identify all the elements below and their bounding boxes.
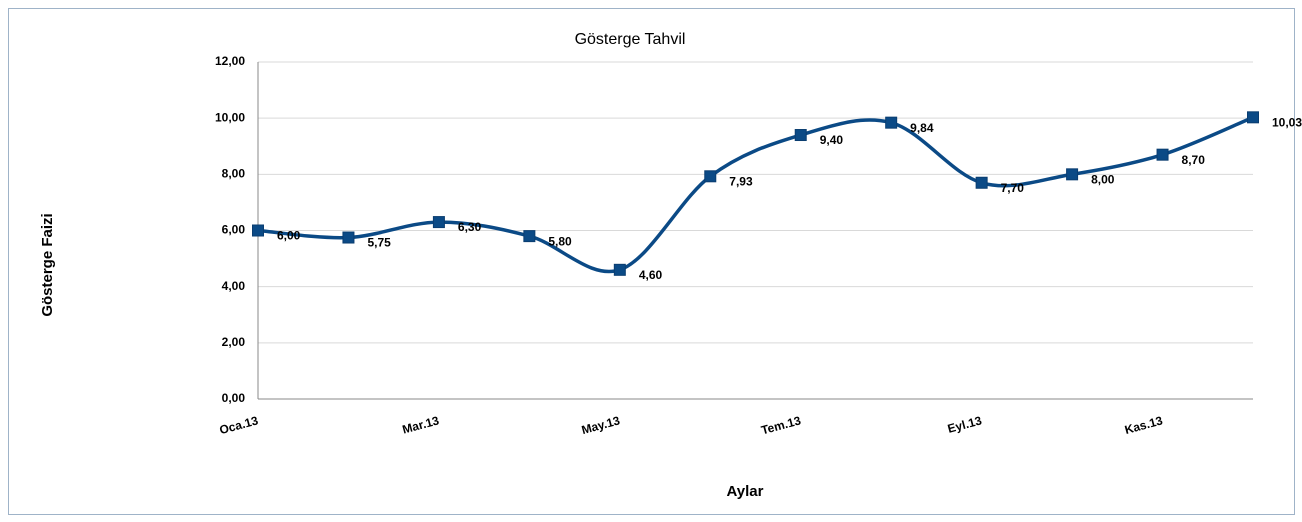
marker [975, 176, 988, 189]
marker [432, 216, 445, 229]
data-label: 6,30 [458, 220, 482, 234]
data-label: 9,40 [820, 133, 844, 147]
data-label: 8,00 [1091, 173, 1115, 187]
data-label: 4,60 [639, 268, 663, 282]
y-tick-label: 2,00 [222, 335, 246, 349]
data-label: 7,93 [729, 174, 753, 188]
data-label: 6,00 [277, 229, 301, 243]
data-label: 7,70 [1001, 181, 1025, 195]
y-tick-label: 10,00 [215, 110, 245, 124]
data-label: 8,70 [1182, 153, 1206, 167]
data-label: 5,80 [548, 234, 572, 248]
marker [523, 230, 536, 243]
x-axis-title: Aylar [727, 483, 764, 500]
chart-border [8, 8, 1295, 515]
y-tick-label: 0,00 [222, 391, 246, 405]
y-tick-label: 4,00 [222, 279, 246, 293]
marker [704, 170, 717, 183]
marker [613, 263, 626, 276]
y-axis-title: Gösterge Faizi [39, 213, 56, 316]
marker [1066, 168, 1079, 181]
y-tick-label: 6,00 [222, 223, 246, 237]
marker [252, 224, 264, 237]
data-label: 10,03 [1272, 115, 1302, 129]
y-tick-label: 12,00 [215, 54, 245, 68]
data-label: 9,84 [910, 121, 934, 135]
data-label: 5,75 [367, 236, 391, 250]
chart-title: Gösterge Tahvil [575, 31, 686, 48]
marker [794, 129, 807, 142]
marker [1156, 148, 1169, 161]
marker [342, 231, 355, 244]
marker [1247, 111, 1259, 124]
y-tick-label: 8,00 [222, 167, 246, 181]
marker [885, 116, 898, 129]
